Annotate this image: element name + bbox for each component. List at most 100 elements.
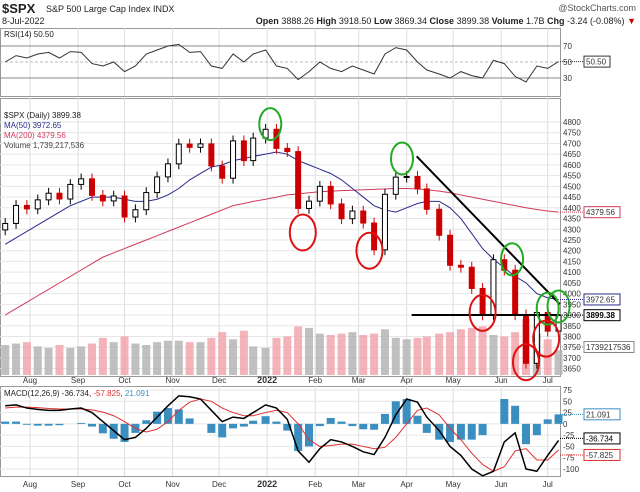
- rsi-last-label-box: [583, 55, 611, 68]
- macd-value: -36.734: [61, 389, 89, 398]
- panel-1: [0, 98, 561, 377]
- candle-body: [34, 199, 41, 210]
- macd-histogram-bar: [413, 415, 422, 424]
- candle-body: [219, 165, 226, 179]
- macd-histogram-bar: [249, 420, 258, 424]
- volume-last-label-box: [583, 341, 635, 353]
- volume-bar: [370, 333, 379, 375]
- candle-body: [230, 140, 237, 179]
- green-circle: [546, 289, 571, 324]
- ma200-line: [4, 187, 559, 316]
- index-name: S&P 500 Large Cap Index: [46, 4, 151, 14]
- symbol: $SPX: [2, 1, 36, 16]
- volume-bar: [88, 343, 96, 375]
- x-tick-label: Oct: [118, 376, 131, 385]
- signal-last-label-box: [583, 448, 621, 461]
- volume-bar: [196, 342, 205, 375]
- x-tick-label: Sep: [71, 376, 86, 385]
- volume-bar: [294, 326, 303, 375]
- macd-histogram-bar: [294, 423, 303, 451]
- candle-body: [99, 194, 106, 202]
- candle-body: [381, 193, 388, 251]
- macd-line: [5, 395, 560, 477]
- resistance-trendline: [415, 155, 561, 306]
- price-tick-label: 4050: [563, 279, 581, 288]
- macd-last-label: -36.734: [586, 434, 614, 443]
- volume-bar: [500, 336, 509, 375]
- macd-histogram-bar: [283, 423, 292, 431]
- candle-body: [327, 185, 334, 205]
- candle-body: [457, 264, 464, 268]
- price-tick-label: 4600: [563, 161, 581, 170]
- candle-body: [110, 195, 117, 202]
- volume-bar: [163, 340, 172, 375]
- price-tick-label: 4100: [563, 268, 581, 277]
- volume-bar: [326, 335, 335, 375]
- volume-bar: [218, 332, 227, 375]
- volume-bar: [131, 343, 140, 375]
- quote-bar: Open 3888.26 High 3918.50 Low 3869.34 Cl…: [256, 16, 636, 26]
- macd-histogram-bar: [22, 423, 31, 425]
- candle-body: [154, 176, 161, 194]
- close-last-label: 3899.38: [586, 311, 615, 320]
- x-tick-label: Nov: [165, 376, 179, 385]
- exchange: INDX: [152, 4, 175, 14]
- red-circle: [532, 319, 561, 358]
- macd-histogram-bar: [120, 423, 129, 442]
- volume-bar: [283, 336, 292, 375]
- price-tick-label: 4400: [563, 204, 581, 213]
- price-tick-label: 3650: [563, 365, 581, 374]
- hist-last-label: 21.091: [586, 410, 611, 419]
- macd-histogram-bar: [348, 423, 357, 427]
- ma50-legend: MA(50) 3972.65: [4, 121, 62, 130]
- macd-histogram-bar: [478, 423, 487, 436]
- macd-histogram-bar: [359, 423, 368, 430]
- macd-histogram-bar: [446, 423, 455, 442]
- volume-bar: [446, 332, 455, 375]
- macd-histogram-bar: [98, 423, 107, 434]
- close-last-label-box: [583, 309, 621, 322]
- volume-bar: [337, 333, 346, 375]
- macd-histogram-bar: [422, 423, 431, 433]
- volume-bar: [207, 337, 216, 375]
- macd-legend: MACD(12,26,9) -36.734, -57.825, 21.091: [4, 389, 150, 398]
- volume-bar: [435, 333, 444, 375]
- price-tick-label: 4000: [563, 290, 581, 299]
- volume-bar: [249, 346, 258, 375]
- price-tick-label: 4650: [563, 150, 581, 159]
- macd-histogram-bar: [326, 417, 335, 424]
- price-tick-label: 4150: [563, 257, 581, 266]
- x-tick-label: 2022: [257, 479, 277, 489]
- candle-body: [121, 195, 128, 218]
- volume-bar: [229, 339, 238, 375]
- volume-bar: [98, 337, 107, 375]
- candle-body: [338, 203, 345, 220]
- candle-body: [67, 183, 74, 200]
- macd-histogram-bar: [163, 408, 172, 424]
- macd-histogram-bar: [88, 423, 96, 427]
- ma50-last-label: 3972.65: [586, 295, 615, 304]
- volume-bar: [55, 345, 64, 375]
- close-value: 3899.38: [456, 16, 490, 26]
- macd-histogram-bar: [1, 421, 10, 424]
- x-tick-label: Apr: [400, 376, 413, 385]
- macd-histogram-bar: [467, 423, 476, 440]
- volume-legend: Volume 1,739,217,536: [4, 141, 85, 150]
- price-tick-label: 4300: [563, 225, 581, 234]
- candle-body: [132, 209, 139, 218]
- rsi-line: [4, 43, 559, 83]
- macd-histogram-bar: [305, 423, 313, 447]
- candle-body: [414, 175, 421, 190]
- rsi-tick-label: 50: [563, 58, 572, 67]
- candle-body: [403, 175, 410, 178]
- low-label: Low: [373, 16, 392, 26]
- volume-value: 1.7B: [525, 16, 545, 26]
- macd-histogram-bar: [77, 422, 86, 424]
- volume-bar: [489, 335, 498, 375]
- red-circle: [355, 231, 384, 270]
- hist-value: 21.091: [124, 389, 150, 398]
- candle-body: [360, 210, 367, 224]
- macd-histogram-bar: [174, 409, 183, 424]
- macd-histogram-bar: [337, 421, 346, 424]
